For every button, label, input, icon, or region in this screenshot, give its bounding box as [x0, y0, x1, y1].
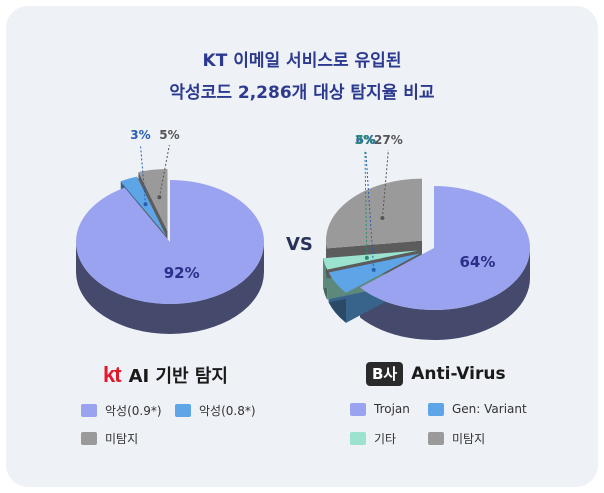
slice-leader-0-1	[139, 144, 146, 205]
slice-leader-1-2	[364, 149, 368, 258]
chart-title-line2: 악성코드 2,286개 대상 탐지율 비교	[169, 83, 435, 103]
legend-item-left-2: 미탐지	[81, 430, 138, 447]
legend-swatch	[175, 404, 191, 417]
legend-swatch	[428, 432, 444, 445]
slice-leader-0-2	[158, 144, 170, 198]
b-brand-label: B사 Anti-Virus	[366, 362, 506, 386]
legend-swatch	[81, 404, 97, 417]
pie-side-1-0	[360, 248, 531, 340]
kt-brand-label: kt AI 기반 탐지	[103, 362, 228, 388]
pie-slice-1-0	[360, 186, 531, 310]
legend-label: 미탐지	[452, 432, 486, 446]
legend-swatch	[81, 432, 97, 445]
legend-label: 미탐지	[105, 432, 139, 446]
chart-title-line1: KT 이메일 서비스로 유입된	[202, 51, 402, 71]
legend-swatch	[428, 402, 444, 416]
slice-label-0-1: 3%	[130, 128, 150, 142]
pie-slice-1-2	[323, 250, 419, 270]
legend-label: 악성(0.9*)	[105, 404, 162, 418]
slice-label-1-1: 6%	[356, 133, 376, 147]
pie-slice-0-1	[120, 176, 167, 236]
b-logo: B사	[366, 362, 404, 386]
slice-leader-1-1	[365, 149, 375, 270]
legend-label: 악성(0.8*)	[199, 404, 256, 418]
legend-item-left-0: 악성(0.9*)	[81, 402, 162, 419]
pie-slice-0-2	[138, 168, 168, 231]
legend-swatch	[350, 432, 366, 445]
vs-label: VS	[286, 234, 313, 255]
legend-item-right-1: Gen: Variant	[428, 402, 527, 416]
slice-label-1-0: 64%	[459, 253, 495, 271]
slice-label-1-2: 3%	[355, 133, 375, 147]
kt-logo: kt	[103, 362, 122, 387]
pie-side-0-0	[76, 242, 264, 334]
slice-label-1-3: 27%	[374, 133, 403, 147]
slice-leader-1-3	[381, 149, 389, 219]
legend-item-right-0: Trojan	[350, 402, 410, 416]
kt-brand-text: AI 기반 탐지	[128, 366, 228, 387]
legend-item-left-1: 악성(0.8*)	[175, 402, 256, 419]
slice-label-0-0: 92%	[164, 264, 200, 282]
legend-item-right-2: 기타	[350, 430, 396, 447]
legend-label: 기타	[374, 432, 397, 446]
legend-item-right-3: 미탐지	[428, 430, 485, 447]
slice-label-0-2: 5%	[159, 128, 179, 142]
pie-slice-1-1	[328, 253, 420, 293]
legend-label: Trojan	[374, 402, 410, 416]
legend-swatch	[350, 402, 366, 416]
pie-slice-1-3	[325, 178, 422, 249]
b-brand-text: Anti-Virus	[411, 364, 506, 384]
pie-slice-0-0	[76, 180, 264, 304]
legend-label: Gen: Variant	[452, 402, 527, 416]
